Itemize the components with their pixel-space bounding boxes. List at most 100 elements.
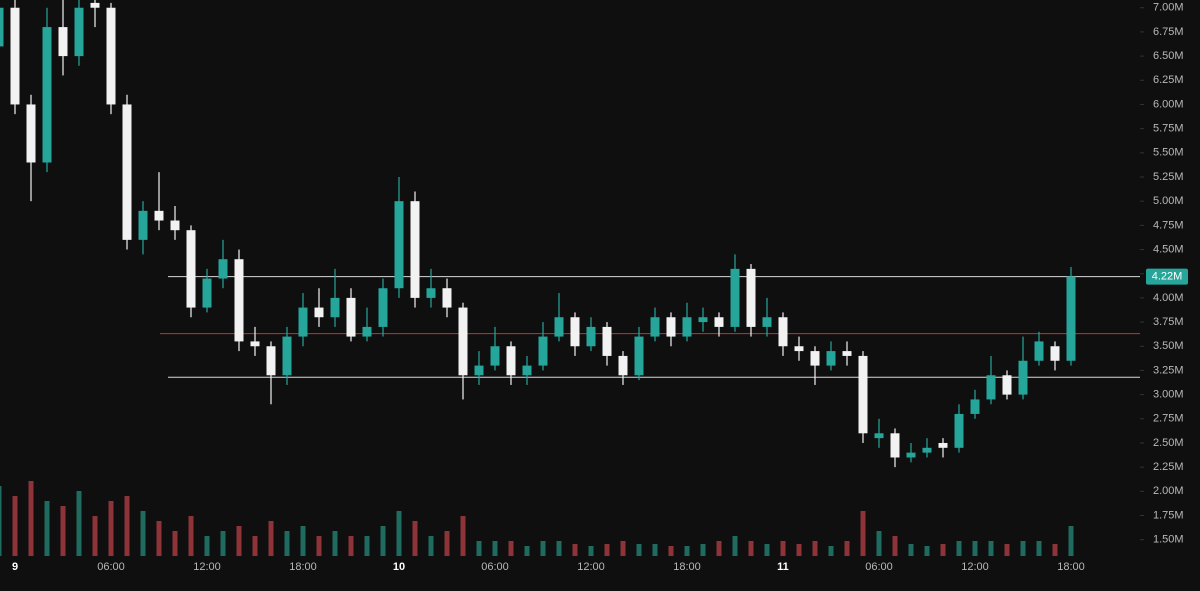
y-tick-label: 6.50M (1153, 50, 1184, 62)
candle-body (922, 447, 932, 453)
candle-body (842, 351, 852, 356)
candle-body (250, 341, 260, 347)
volume-bar (828, 546, 834, 556)
volume-bar (140, 511, 146, 556)
candle-body (650, 317, 660, 337)
candle-body (218, 259, 228, 279)
candle-body (266, 346, 276, 376)
candle-body (954, 413, 964, 448)
candle-body (906, 452, 916, 458)
y-tick-label: 3.00M (1153, 389, 1184, 401)
candle-body (442, 288, 452, 308)
candle-body (282, 336, 292, 376)
price-label: 4.22M (1152, 271, 1183, 283)
volume-bar (844, 541, 850, 556)
candle-body (394, 201, 404, 289)
candle-body (602, 326, 612, 356)
y-tick-label: 2.75M (1153, 413, 1184, 425)
candle-body (554, 317, 564, 337)
candle-body (154, 210, 164, 221)
candle-body (138, 210, 148, 240)
volume-bar (476, 541, 482, 556)
candle-body (346, 297, 356, 337)
volume-bar (764, 544, 770, 556)
candle-body (42, 27, 52, 163)
candle-body (26, 104, 36, 163)
candle-body (474, 365, 484, 376)
volume-bar (860, 511, 866, 556)
y-tick-label: 6.75M (1153, 26, 1184, 38)
y-tick-label: 1.50M (1153, 534, 1184, 546)
y-tick-label: 6.00M (1153, 98, 1184, 110)
volume-bar (92, 516, 98, 556)
x-tick-label: 10 (393, 561, 405, 573)
volume-bar (524, 546, 530, 556)
candle-body (10, 7, 20, 105)
volume-bar (348, 536, 354, 556)
y-tick-label: 6.25M (1153, 74, 1184, 86)
volume-bar (940, 544, 946, 556)
candle-body (874, 433, 884, 439)
volume-bar (268, 521, 274, 556)
volume-bar (700, 544, 706, 556)
volume-bar (684, 546, 690, 556)
volume-bar (588, 546, 594, 556)
candle-body (938, 442, 948, 448)
volume-bar (444, 531, 450, 556)
volume-bar (876, 531, 882, 556)
candle-body (730, 268, 740, 327)
candle-body (634, 336, 644, 376)
volume-bar (988, 541, 994, 556)
candle-body (1002, 375, 1012, 395)
candle-body (234, 259, 244, 342)
candle-body (890, 433, 900, 458)
volume-bar (636, 544, 642, 556)
volume-bar (620, 541, 626, 556)
candle-body (746, 268, 756, 327)
volume-bar (316, 536, 322, 556)
volume-bar (412, 521, 418, 556)
candle-body (362, 326, 372, 337)
candle-body (426, 288, 436, 298)
candle-body (1066, 276, 1076, 361)
candle-body (202, 278, 212, 308)
candle-body (314, 307, 324, 318)
volume-bar (12, 496, 18, 556)
candle-body (714, 317, 724, 327)
volume-bar (508, 541, 514, 556)
volume-bar (972, 541, 978, 556)
volume-bar (300, 526, 306, 556)
candle-body (490, 346, 500, 366)
volume-bar (284, 531, 290, 556)
candle-body (106, 7, 116, 105)
volume-bar (380, 526, 386, 556)
volume-bar (60, 506, 66, 556)
x-tick-label: 11 (777, 561, 789, 573)
volume-bar (172, 531, 178, 556)
candle-body (570, 317, 580, 347)
candle-body (986, 375, 996, 400)
x-tick-label: 18:00 (1057, 561, 1085, 573)
volume-bar (908, 544, 914, 556)
candle-body (186, 230, 196, 308)
volume-bar (364, 536, 370, 556)
x-tick-label: 18:00 (289, 561, 317, 573)
candle-body (506, 346, 516, 376)
volume-bar (252, 536, 258, 556)
volume-bar (732, 536, 738, 556)
volume-bar (1004, 544, 1010, 556)
volume-bar (188, 516, 194, 556)
x-tick-label: 12:00 (961, 561, 989, 573)
y-tick-label: 2.25M (1153, 461, 1184, 473)
volume-bar (1068, 526, 1074, 556)
candle-body (586, 326, 596, 347)
volume-bar (28, 481, 34, 556)
volume-bar (0, 486, 2, 556)
volume-bar (956, 541, 962, 556)
candle-body (778, 317, 788, 347)
candle-body (618, 355, 628, 376)
volume-bar (716, 541, 722, 556)
volume-bar (76, 491, 82, 556)
candle-body (458, 307, 468, 376)
